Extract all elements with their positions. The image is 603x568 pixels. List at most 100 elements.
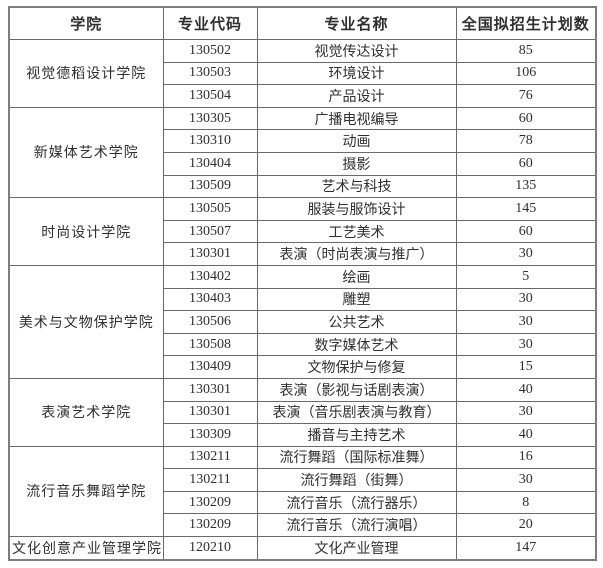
major-code-cell: 130402 xyxy=(162,264,258,289)
college-cell: 美术与文物保护学院 xyxy=(8,264,164,379)
plan-count-cell: 40 xyxy=(455,423,597,447)
plan-count-cell: 30 xyxy=(455,468,597,492)
major-code-cell: 130507 xyxy=(162,219,258,244)
plan-count-cell: 8 xyxy=(455,490,597,515)
major-code-cell: 130209 xyxy=(162,513,258,538)
plan-count-cell: 5 xyxy=(455,264,597,289)
table-row: 视觉德稻设计学院 130502 视觉传达设计 85 xyxy=(8,39,597,108)
major-code-cell: 130301 xyxy=(162,242,258,266)
table-row: 130301 表演（音乐剧表演与教育） 30 xyxy=(9,400,597,425)
table-row: 130209 流行音乐（流行器乐） 8 xyxy=(9,490,597,515)
major-name-cell: 文物保护与修复 xyxy=(256,355,457,379)
college-cell: 表演艺术学院 xyxy=(8,377,164,447)
table-row: 130404 摄影 60 xyxy=(9,151,597,176)
college-cell: 文化创意产业管理学院 xyxy=(8,536,164,561)
column-header-name: 专业名称 xyxy=(256,6,457,40)
major-name-cell: 表演（时尚表演与推广） xyxy=(256,242,457,266)
plan-count-cell: 60 xyxy=(455,106,597,131)
major-name-cell: 流行舞蹈（国际标准舞） xyxy=(256,445,457,470)
table-row: 时尚设计学院 130505 服装与服饰设计 145 xyxy=(8,197,597,266)
major-code-cell: 130508 xyxy=(162,332,258,357)
major-code-cell: 130301 xyxy=(162,377,258,402)
major-name-cell: 工艺美术 xyxy=(256,219,457,244)
major-name-cell: 产品设计 xyxy=(256,84,457,108)
major-name-cell: 摄影 xyxy=(256,151,457,176)
major-code-cell: 130404 xyxy=(162,151,258,176)
plan-count-cell: 135 xyxy=(455,174,597,199)
major-code-cell: 130209 xyxy=(162,490,258,515)
major-code-cell: 130309 xyxy=(162,423,258,447)
major-name-cell: 公共艺术 xyxy=(256,310,457,334)
plan-count-cell: 30 xyxy=(455,400,597,425)
major-code-cell: 130305 xyxy=(162,106,258,131)
major-name-cell: 环境设计 xyxy=(256,61,457,86)
major-name-cell: 绘画 xyxy=(256,264,457,289)
table-row: 130506 公共艺术 30 xyxy=(9,310,597,334)
major-code-cell: 130506 xyxy=(162,310,258,334)
major-code-cell: 130502 xyxy=(162,39,258,63)
college-cell: 视觉德稻设计学院 xyxy=(8,39,164,108)
major-name-cell: 表演（音乐剧表演与教育） xyxy=(256,400,457,425)
table-row: 130301 表演（时尚表演与推广） 30 xyxy=(9,242,597,266)
table-row: 130209 流行音乐（流行演唱） 20 xyxy=(9,513,597,538)
major-code-cell: 130310 xyxy=(162,129,258,153)
table-row: 130507 工艺美术 60 xyxy=(9,219,597,244)
major-code-cell: 130503 xyxy=(162,61,258,86)
plan-count-cell: 60 xyxy=(455,219,597,244)
plan-count-cell: 30 xyxy=(455,332,597,357)
plan-count-cell: 20 xyxy=(455,513,597,538)
major-name-cell: 流行音乐（流行器乐） xyxy=(256,490,457,515)
plan-count-cell: 15 xyxy=(455,355,597,379)
major-name-cell: 服装与服饰设计 xyxy=(256,197,457,221)
major-name-cell: 广播电视编导 xyxy=(256,106,457,131)
major-name-cell: 动画 xyxy=(256,129,457,153)
plan-count-cell: 106 xyxy=(455,61,597,86)
major-code-cell: 130505 xyxy=(162,197,258,221)
table-row: 新媒体艺术学院 130305 广播电视编导 60 xyxy=(8,106,597,199)
plan-count-cell: 78 xyxy=(455,129,597,153)
table-body: 视觉德稻设计学院 130502 视觉传达设计 85 130503 环境设计 106 13050… xyxy=(8,39,597,561)
header-row: 学院 专业代码 专业名称 全国拟招生计划数 xyxy=(8,6,597,40)
table-row: 130403 雕塑 30 xyxy=(9,287,597,312)
college-cell: 新媒体艺术学院 xyxy=(8,106,164,199)
table-row: 表演艺术学院 130301 表演（影视与话剧表演） 40 xyxy=(8,377,597,447)
column-header-code: 专业代码 xyxy=(162,6,258,40)
major-code-cell: 130403 xyxy=(162,287,258,312)
major-code-cell: 130211 xyxy=(162,468,258,492)
major-name-cell: 文化产业管理 xyxy=(256,536,457,561)
column-header-college: 学院 xyxy=(8,6,164,40)
college-cell: 流行音乐舞蹈学院 xyxy=(8,445,164,538)
major-code-cell: 130504 xyxy=(162,84,258,108)
major-name-cell: 数字媒体艺术 xyxy=(256,332,457,357)
plan-count-cell: 85 xyxy=(455,39,597,63)
major-name-cell: 视觉传达设计 xyxy=(256,39,457,63)
major-name-cell: 表演（影视与话剧表演） xyxy=(256,377,457,402)
table-row: 美术与文物保护学院 130402 绘画 5 xyxy=(8,264,597,379)
column-header-plan: 全国拟招生计划数 xyxy=(455,6,597,40)
plan-count-cell: 147 xyxy=(455,536,597,561)
major-code-cell: 130301 xyxy=(162,400,258,425)
major-name-cell: 播音与主持艺术 xyxy=(256,423,457,447)
table-row: 文化创意产业管理学院 120210 文化产业管理 147 xyxy=(8,536,597,561)
enrollment-plan-table: 学院 专业代码 专业名称 全国拟招生计划数 视觉德稻设计学院 130502 视觉传达设计 8… xyxy=(8,6,597,561)
plan-count-cell: 76 xyxy=(455,84,597,108)
plan-count-cell: 30 xyxy=(455,242,597,266)
plan-count-cell: 60 xyxy=(455,151,597,176)
major-name-cell: 雕塑 xyxy=(256,287,457,312)
table-row: 130504 产品设计 76 xyxy=(9,84,597,108)
table-header-row: 学院 专业代码 专业名称 全国拟招生计划数 xyxy=(8,6,597,40)
plan-count-cell: 30 xyxy=(455,287,597,312)
table-row: 130509 艺术与科技 135 xyxy=(9,174,597,199)
table-row: 130309 播音与主持艺术 40 xyxy=(9,423,597,447)
college-cell: 时尚设计学院 xyxy=(8,197,164,266)
major-name-cell: 流行舞蹈（街舞） xyxy=(256,468,457,492)
major-name-cell: 艺术与科技 xyxy=(256,174,457,199)
plan-count-cell: 30 xyxy=(455,310,597,334)
table-row: 流行音乐舞蹈学院 130211 流行舞蹈（国际标准舞） 16 xyxy=(8,445,597,538)
major-code-cell: 130509 xyxy=(162,174,258,199)
plan-count-cell: 145 xyxy=(455,197,597,221)
major-code-cell: 130211 xyxy=(162,445,258,470)
major-name-cell: 流行音乐（流行演唱） xyxy=(256,513,457,538)
major-code-cell: 130409 xyxy=(162,355,258,379)
